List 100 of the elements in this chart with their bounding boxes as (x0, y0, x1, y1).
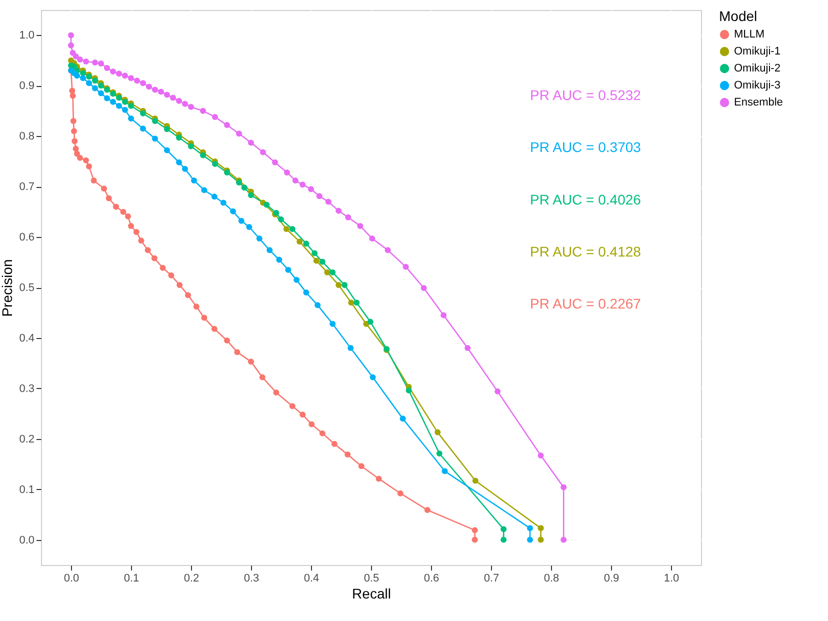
point (384, 247, 391, 254)
point (464, 345, 471, 352)
point (116, 70, 122, 77)
point (285, 266, 292, 273)
point (134, 78, 140, 84)
point (296, 238, 303, 245)
point (440, 312, 447, 318)
point (224, 337, 230, 344)
point (336, 208, 342, 214)
point (312, 250, 318, 256)
point (128, 115, 134, 122)
point (68, 32, 74, 38)
point (527, 525, 533, 532)
point (182, 100, 188, 107)
annotation: PR AUC = 0.4128 (530, 244, 642, 260)
point (330, 269, 336, 276)
point (211, 194, 218, 200)
point (211, 326, 218, 332)
point (122, 72, 128, 79)
point (348, 345, 354, 352)
y-tick-label: 0.7 (19, 181, 34, 194)
point (98, 60, 104, 66)
point (500, 526, 507, 532)
point (201, 187, 208, 194)
point (128, 75, 134, 82)
point (308, 186, 314, 192)
point (193, 304, 200, 310)
point (191, 178, 197, 184)
point (303, 240, 310, 247)
point (164, 126, 170, 132)
x-tick-label: 0.1 (124, 572, 140, 584)
point (264, 202, 270, 208)
point (77, 56, 83, 62)
point (300, 182, 306, 188)
point (212, 160, 218, 167)
point (68, 42, 74, 48)
point (128, 222, 134, 229)
point (357, 222, 364, 229)
y-axis-title: Precision (0, 259, 16, 317)
point (152, 86, 158, 93)
point (188, 104, 194, 110)
legend-label: Ensemble (734, 96, 783, 108)
point (176, 159, 182, 166)
point (83, 157, 89, 164)
point (420, 285, 427, 291)
point (151, 255, 158, 262)
annotation: PR AUC = 0.4026 (530, 191, 642, 208)
point (120, 208, 126, 215)
y-tick-label: 0.1 (19, 484, 34, 496)
x-tick-label: 0.5 (364, 572, 380, 584)
point (200, 108, 206, 114)
point (158, 88, 164, 95)
point (256, 236, 262, 242)
point (367, 318, 374, 325)
point (122, 106, 128, 113)
point (86, 163, 92, 170)
x-axis-title: Recall (352, 586, 391, 602)
point (276, 256, 282, 263)
y-tick-label: 0.6 (19, 232, 34, 244)
point (538, 525, 544, 532)
point (185, 292, 191, 298)
point (313, 258, 320, 264)
point (72, 146, 79, 152)
point (289, 226, 296, 232)
point (86, 80, 92, 86)
point (98, 82, 104, 89)
point (472, 527, 478, 534)
point (248, 192, 254, 198)
point (80, 75, 86, 82)
point (303, 290, 310, 296)
point (314, 302, 321, 308)
point (90, 178, 97, 184)
x-tick-label: 0.0 (64, 572, 80, 584)
point (200, 152, 206, 158)
x-tick-label: 0.6 (424, 572, 440, 584)
point (319, 430, 326, 436)
point (104, 95, 110, 102)
x-tick-label: 0.8 (544, 572, 560, 584)
point (560, 536, 567, 543)
point (164, 92, 170, 98)
y-tick-label: 0.0 (19, 534, 34, 546)
point (248, 140, 254, 146)
legend-label: MLLM (734, 28, 765, 40)
point (83, 58, 89, 64)
point (224, 122, 230, 128)
point (369, 236, 376, 242)
point (344, 452, 351, 458)
point (342, 282, 348, 288)
point (70, 92, 76, 99)
point (319, 258, 326, 265)
point (212, 114, 218, 120)
x-tick-label: 0.4 (304, 572, 320, 584)
point (164, 147, 170, 154)
point (128, 102, 134, 109)
point (289, 403, 296, 410)
point (560, 484, 567, 490)
point (472, 478, 478, 484)
point (266, 247, 273, 254)
point (272, 159, 278, 166)
point (424, 507, 430, 513)
